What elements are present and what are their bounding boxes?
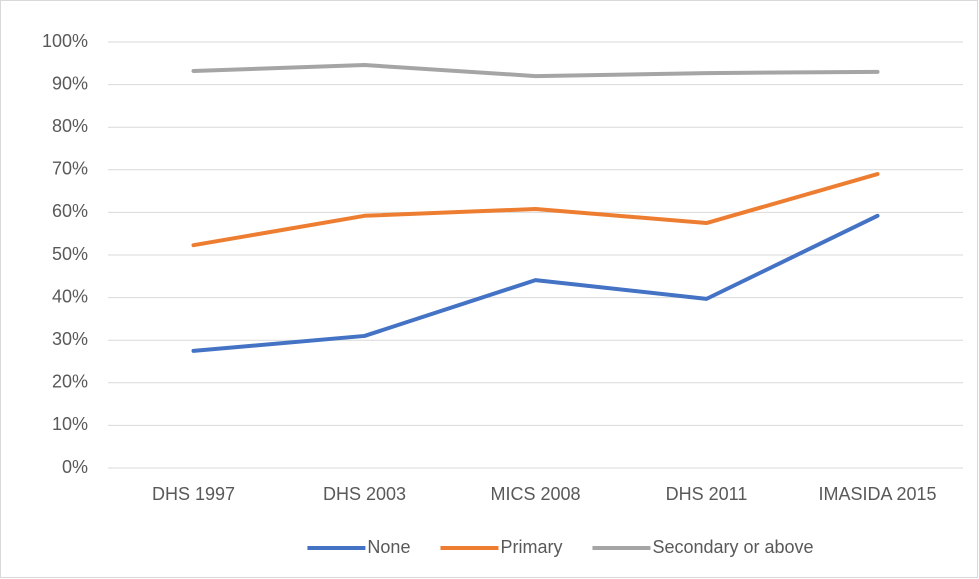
x-tick-label: IMASIDA 2015 bbox=[818, 484, 936, 504]
series-line bbox=[191, 172, 880, 248]
x-tick-label: DHS 1997 bbox=[152, 484, 235, 504]
y-tick-label: 80% bbox=[52, 116, 88, 136]
y-tick-label: 50% bbox=[52, 244, 88, 264]
series-line bbox=[191, 213, 880, 353]
legend-label: Primary bbox=[500, 537, 562, 557]
y-tick-label: 70% bbox=[52, 159, 88, 179]
y-tick-label: 60% bbox=[52, 201, 88, 221]
y-tick-label: 40% bbox=[52, 286, 88, 306]
y-tick-label: 10% bbox=[52, 414, 88, 434]
y-tick-label: 30% bbox=[52, 329, 88, 349]
y-tick-label: 0% bbox=[62, 457, 88, 477]
y-tick-label: 90% bbox=[52, 73, 88, 93]
x-tick-label: DHS 2003 bbox=[323, 484, 406, 504]
y-tick-label: 100% bbox=[42, 31, 88, 51]
legend-label: Secondary or above bbox=[652, 537, 813, 557]
x-tick-label: MICS 2008 bbox=[490, 484, 580, 504]
y-tick-label: 20% bbox=[52, 372, 88, 392]
x-tick-label: DHS 2011 bbox=[666, 484, 748, 504]
legend-label: None bbox=[367, 537, 410, 557]
series-line bbox=[191, 63, 880, 79]
